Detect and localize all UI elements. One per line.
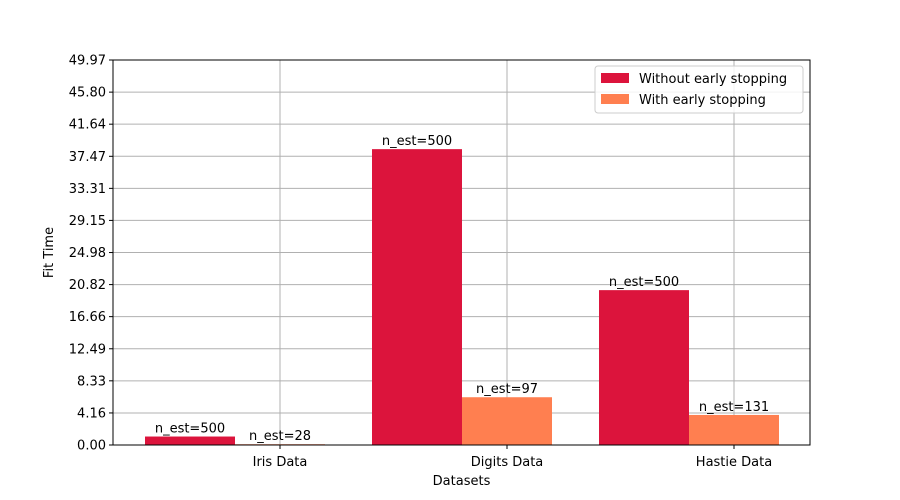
y-tick-label: 49.97 <box>69 54 106 69</box>
legend-entry: Without early stopping <box>639 72 787 87</box>
y-tick-label: 45.80 <box>69 86 106 101</box>
bar-label: n_est=28 <box>249 429 311 444</box>
y-tick-label: 33.31 <box>69 182 106 197</box>
bar-label: n_est=500 <box>155 422 225 437</box>
y-tick-label: 12.49 <box>69 342 106 357</box>
y-tick-label: 20.82 <box>69 278 106 293</box>
x-tick-label: Iris Data <box>253 455 308 470</box>
x-axis-ticks: Iris Data Digits Data Hastie Data <box>253 445 772 470</box>
x-tick-label: Hastie Data <box>696 455 772 470</box>
bar-label: n_est=131 <box>699 400 769 415</box>
y-tick-label: 29.15 <box>69 214 106 229</box>
y-tick-label: 41.64 <box>69 118 106 133</box>
y-axis-ticks: 0.00 4.16 8.33 12.49 16.66 20.82 24.98 29.15 33.… <box>69 54 113 454</box>
bar-label: n_est=97 <box>476 382 538 397</box>
bar <box>462 397 552 445</box>
y-axis-label: Fit Time <box>42 227 57 278</box>
y-tick-label: 37.47 <box>69 150 106 165</box>
bar-labels: n_est=500 n_est=500 n_est=500 n_est=28 n_est… <box>155 134 769 444</box>
y-tick-label: 8.33 <box>77 374 106 389</box>
x-grid <box>279 60 735 445</box>
legend-swatch <box>601 94 629 104</box>
legend: Without early stopping With early stoppin… <box>594 65 804 114</box>
y-tick-label: 4.16 <box>77 406 106 421</box>
bar <box>372 149 462 445</box>
bar <box>689 414 779 445</box>
legend-box <box>594 65 804 114</box>
y-tick-label: 0.00 <box>77 439 106 454</box>
legend-entry: With early stopping <box>639 93 766 108</box>
x-tick-label: Digits Data <box>471 455 544 470</box>
bars <box>145 149 779 445</box>
bar-label: n_est=500 <box>382 134 452 149</box>
legend-swatch <box>601 73 629 83</box>
bar <box>145 436 235 445</box>
x-axis-label: Datasets <box>433 474 491 489</box>
y-tick-label: 24.98 <box>69 246 106 261</box>
bar-label: n_est=500 <box>609 275 679 290</box>
y-tick-label: 16.66 <box>69 310 106 325</box>
bar <box>599 290 689 445</box>
